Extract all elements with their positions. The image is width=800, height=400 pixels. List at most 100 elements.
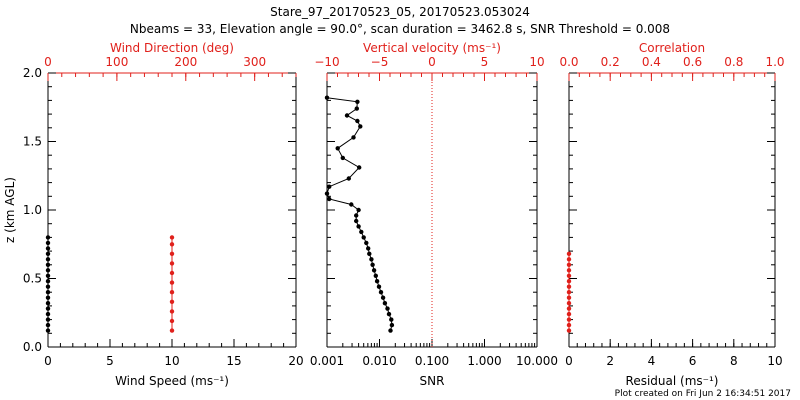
top-x-tick-label: 1.0: [765, 55, 784, 69]
data-point: [45, 235, 51, 240]
series-line: [326, 97, 393, 331]
data-point: [566, 328, 572, 333]
data-point: [385, 306, 390, 311]
data-point: [358, 124, 363, 129]
data-point: [45, 246, 51, 251]
data-point: [376, 284, 382, 289]
data-point: [373, 273, 378, 278]
data-point: [45, 311, 51, 317]
data-point: [45, 284, 51, 289]
data-point: [374, 279, 380, 284]
top-x-tick-label: 100: [105, 55, 128, 69]
y-tick-label: 1.0: [23, 203, 42, 217]
data-point: [566, 295, 572, 300]
chart-title: Stare_97_20170523_05, 20170523.053024: [270, 5, 530, 19]
top-axis-label: Wind Direction (deg): [110, 41, 234, 55]
data-point: [45, 268, 51, 273]
series-snr: [324, 95, 395, 333]
data-point: [389, 317, 394, 322]
top-x-tick-label: 0.4: [642, 55, 661, 69]
top-x-tick-label: 200: [174, 55, 197, 69]
data-point: [566, 290, 572, 295]
data-point: [169, 242, 175, 247]
data-point: [335, 146, 340, 151]
data-point: [169, 328, 175, 333]
y-axis-label: z (km AGL): [3, 177, 17, 243]
data-point: [45, 290, 51, 295]
x-tick-label: 8: [730, 354, 738, 368]
data-point: [382, 301, 388, 306]
top-x-tick-label: 0.6: [683, 55, 702, 69]
data-point: [361, 235, 366, 240]
x-tick-label: 0.100: [415, 354, 449, 368]
x-axis-label: SNR: [420, 374, 445, 388]
data-point: [169, 270, 175, 276]
data-point: [371, 268, 377, 273]
data-point: [45, 279, 51, 284]
series-wind-direction: [169, 235, 175, 333]
data-point: [351, 135, 356, 140]
data-point: [566, 306, 572, 311]
x-tick-label: 6: [689, 354, 697, 368]
data-point: [566, 262, 572, 267]
data-point: [45, 240, 51, 246]
panel-residual: 0 2 4 6 8 10 Residual (ms⁻¹) 0.0 0.2 0.4 0.6 0.8 1.0…: [559, 41, 784, 388]
y-tick-label: 0.5: [23, 272, 42, 286]
data-point: [45, 257, 51, 262]
data-point: [45, 262, 51, 267]
footer-plot-created: Plot created on Fri Jun 2 16:34:51 2017: [615, 389, 791, 399]
data-point: [169, 280, 175, 285]
data-point: [324, 191, 330, 196]
top-x-tick-label: 0: [44, 55, 52, 69]
data-point: [344, 113, 350, 118]
data-point: [354, 213, 359, 218]
x-tick-label: 10.000: [516, 354, 558, 368]
data-point: [169, 235, 175, 240]
x-axis-label: Residual (ms⁻¹): [626, 374, 719, 388]
data-point: [355, 118, 360, 124]
data-point: [369, 257, 374, 262]
chart-subtitle: Nbeams = 33, Elevation angle = 90.0°, sc…: [130, 22, 670, 36]
data-point: [354, 106, 359, 111]
top-x-tick-label: 0.2: [601, 55, 620, 69]
top-x-tick-label: 0: [428, 55, 436, 69]
data-point: [357, 165, 362, 170]
data-point: [327, 184, 332, 189]
x-tick-label: 4: [648, 354, 656, 368]
data-point: [566, 311, 572, 317]
x-tick-label: 0: [565, 354, 573, 368]
top-x-tick-label: 0.8: [724, 55, 743, 69]
data-point: [169, 261, 175, 266]
x-tick-label: 0.001: [310, 354, 344, 368]
panel-snr: 0.001 0.010 0.100 1.000 10.000 SNR −10 −5 0 5 10 Ve…: [310, 41, 558, 388]
x-tick-label: 5: [106, 354, 114, 368]
data-point: [356, 224, 361, 229]
data-point: [169, 299, 175, 304]
data-point: [169, 318, 175, 324]
data-point: [566, 322, 572, 328]
top-x-tick-label: 5: [481, 55, 489, 69]
data-point: [346, 176, 351, 181]
series-wind-speed: [45, 235, 51, 333]
data-point: [45, 273, 51, 278]
x-tick-label: 10: [767, 354, 782, 368]
data-point: [388, 328, 393, 333]
data-point: [45, 295, 51, 300]
data-point: [356, 207, 361, 213]
data-point: [566, 251, 572, 256]
top-axis-label: Vertical velocity (ms⁻¹): [363, 41, 501, 55]
data-point: [378, 290, 384, 295]
x-tick-label: 15: [226, 354, 241, 368]
top-x-tick-label: −5: [371, 55, 389, 69]
top-x-tick-label: 0.0: [559, 55, 578, 69]
data-point: [45, 301, 51, 306]
y-tick-label: 0.0: [23, 340, 42, 354]
data-point: [324, 95, 330, 100]
data-point: [355, 99, 360, 105]
data-point: [349, 202, 354, 207]
data-point: [370, 262, 375, 267]
x-tick-label: 0: [44, 354, 52, 368]
data-point: [45, 322, 51, 328]
data-point: [169, 251, 175, 256]
